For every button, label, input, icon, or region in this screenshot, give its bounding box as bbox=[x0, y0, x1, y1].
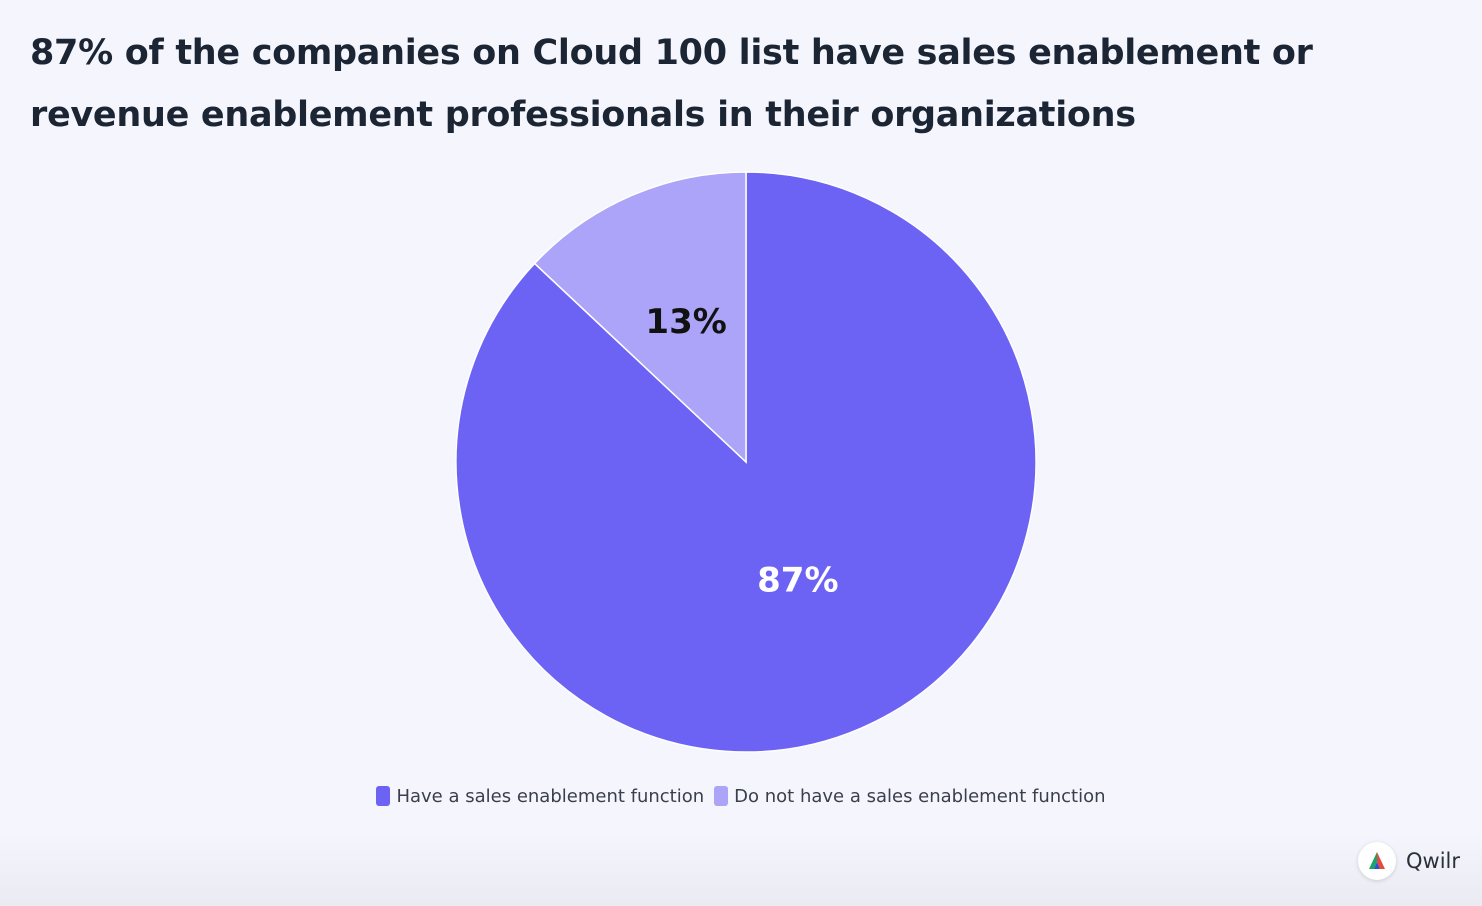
legend-item-no-function[interactable]: Do not have a sales enablement function bbox=[714, 784, 1106, 808]
legend-swatch-have-function bbox=[376, 786, 391, 806]
legend-swatch-no-function bbox=[714, 786, 729, 806]
chart-legend: Have a sales enablement function Do not … bbox=[0, 784, 1482, 808]
brand-mark: Qwilr bbox=[1357, 842, 1460, 880]
legend-label-have-function: Have a sales enablement function bbox=[396, 785, 705, 807]
legend-item-have-function[interactable]: Have a sales enablement function bbox=[376, 784, 704, 808]
pie-slice-no-function[interactable] bbox=[533, 171, 747, 464]
pie-label-no-function: 13% bbox=[645, 302, 726, 342]
qwilr-logo-icon bbox=[1357, 842, 1396, 880]
legend-label-no-function: Do not have a sales enablement function bbox=[734, 785, 1106, 807]
brand-name: Qwilr bbox=[1405, 849, 1460, 873]
pie-label-have-function: 87% bbox=[757, 560, 838, 600]
chart-title: 87% of the companies on Cloud 100 list h… bbox=[30, 33, 1313, 135]
